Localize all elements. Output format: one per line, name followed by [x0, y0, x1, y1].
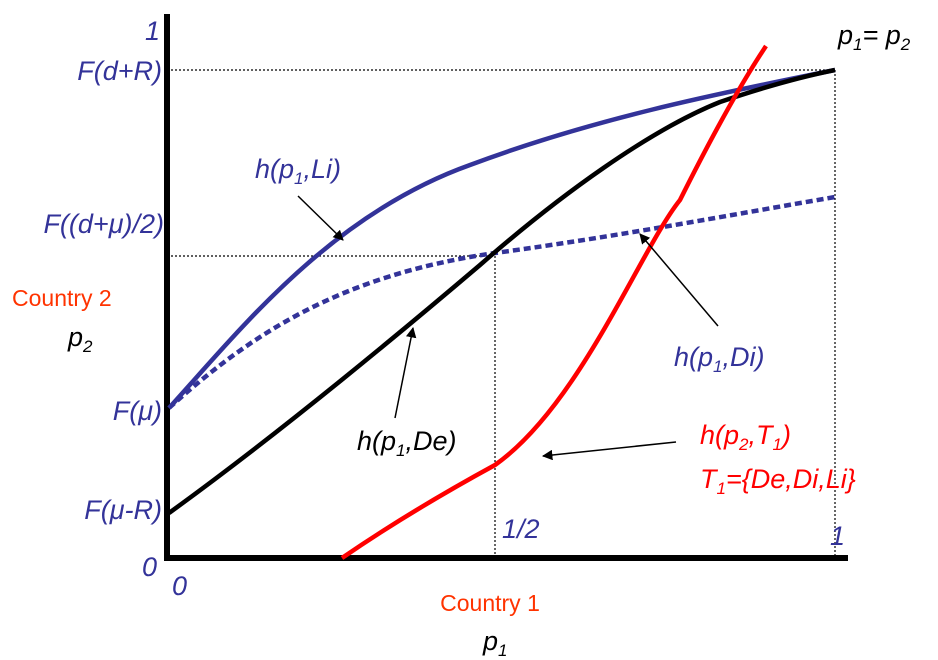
y-tick-f-mu-minus-r: F(μ-R) [84, 495, 162, 525]
x-tick-zero: 0 [172, 571, 187, 601]
label-h-li: h(p1,Li) [255, 154, 341, 188]
x-axis-country: Country 1 [440, 590, 540, 616]
guide-lines [167, 69, 836, 558]
y-tick-f-mu: F(μ) [113, 396, 162, 426]
y-tick-zero: 0 [142, 552, 157, 582]
y-tick-f-d-plus-r: F(d+R) [77, 56, 162, 86]
arrow-de [394, 326, 417, 419]
curve-h-de [167, 67, 836, 515]
curve-h-li [167, 67, 836, 410]
arrow-di [639, 233, 719, 327]
arrows [297, 195, 719, 461]
curve-h-t1 [340, 44, 768, 560]
y-axis-var: p2 [67, 322, 93, 356]
arrow-t1 [541, 441, 677, 461]
x-axis-var: p1 [482, 626, 508, 660]
label-h-de: h(p1,De) [357, 426, 457, 460]
arrow-li [297, 195, 344, 241]
y-tick-f-mid: F((d+μ)/2) [43, 209, 164, 239]
label-h-t1: h(p2,T1) [700, 420, 791, 454]
x-tick-one: 1 [830, 521, 845, 551]
diagonal-label: p1= p2 [837, 20, 911, 54]
x-tick-half: 1/2 [502, 514, 540, 544]
label-h-di: h(p1,Di) [674, 342, 765, 376]
label-t1-set: T1={De,Di,Li} [700, 464, 856, 498]
y-tick-one: 1 [145, 16, 160, 46]
y-axis-country: Country 2 [12, 285, 112, 311]
